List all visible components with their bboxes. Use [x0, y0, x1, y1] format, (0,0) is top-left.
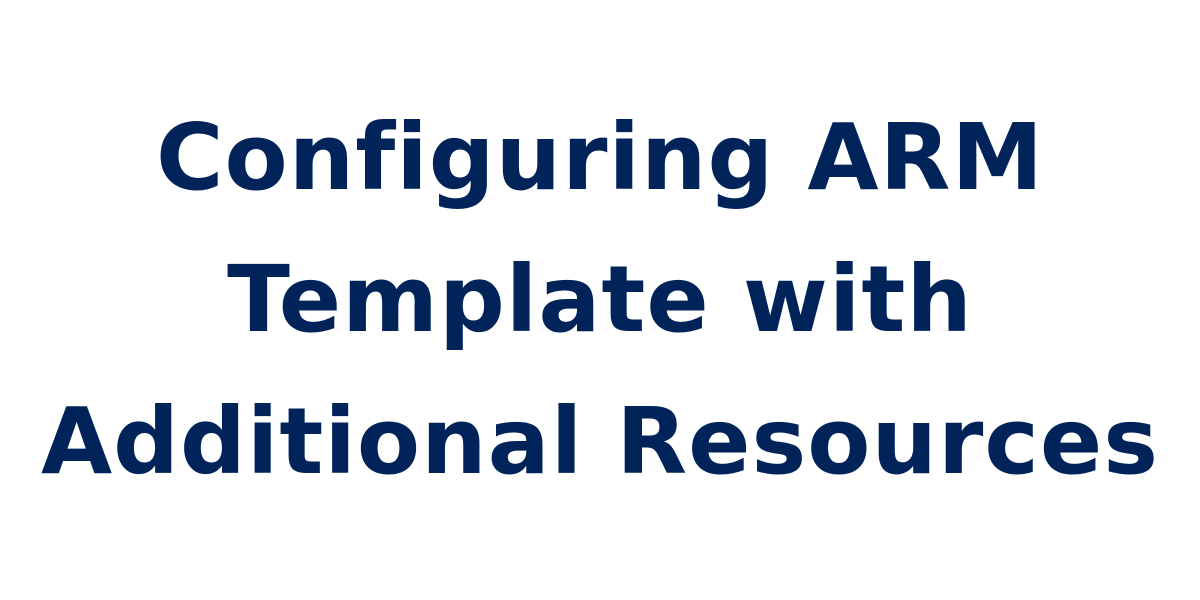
page-title: Configuring ARM Template with Additional…: [0, 87, 1200, 513]
title-line-2: Template with: [227, 246, 973, 353]
title-line-3: Additional Resources: [40, 388, 1160, 495]
title-line-1: Configuring ARM: [155, 104, 1044, 211]
